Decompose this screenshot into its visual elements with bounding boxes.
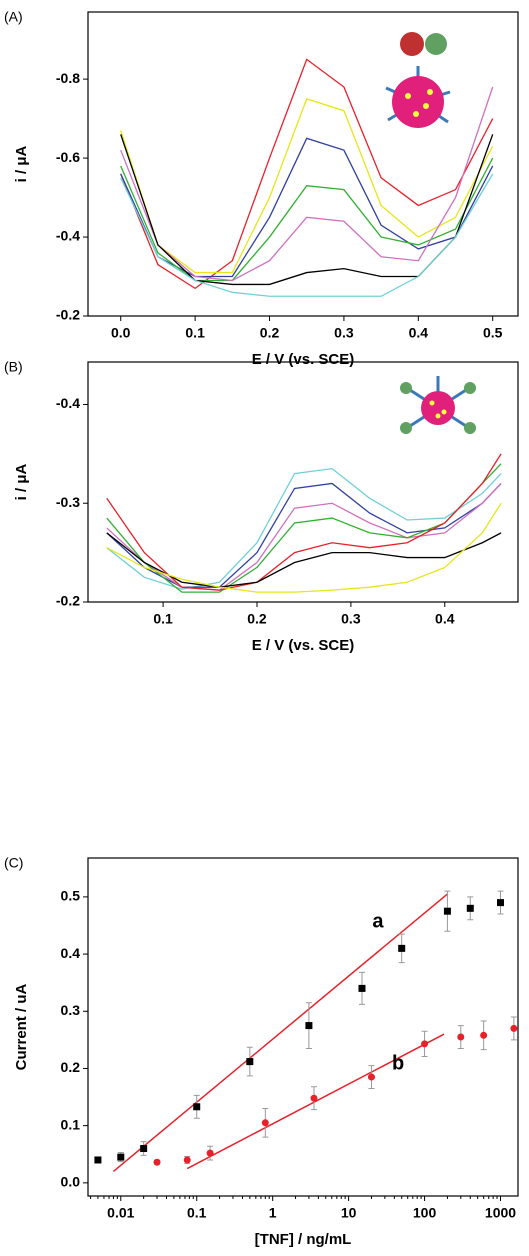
- x-tick-label: 0.1: [187, 1205, 207, 1221]
- panel: (C) [TNF] / ng/mL Current / uA 0.01 0.1 1 10 10…: [4, 855, 519, 1248]
- point: [398, 944, 406, 952]
- point: [457, 1033, 465, 1041]
- point: [496, 899, 504, 907]
- y-tick-label: 0.1: [61, 1116, 81, 1132]
- point: [510, 1024, 518, 1032]
- x-tick-label: 0.4: [435, 611, 455, 627]
- point: [480, 1031, 488, 1039]
- panel-label: (C): [4, 855, 23, 871]
- x-axis-title: [TNF] / ng/mL: [255, 1231, 352, 1248]
- curve: [106, 502, 502, 593]
- x-tick-label: 0.2: [247, 611, 267, 627]
- point: [117, 1153, 125, 1161]
- x-tick-label: 0.01: [107, 1205, 134, 1221]
- x-tick-label: 0.2: [260, 325, 280, 341]
- curve: [120, 134, 494, 286]
- x-tick-label: 10: [341, 1205, 357, 1221]
- y-tick-label: -0.4: [56, 228, 80, 244]
- y-tick-label: 0.5: [61, 888, 81, 904]
- y-tick-label: -0.2: [56, 593, 80, 609]
- curve: [106, 453, 502, 591]
- x-tick-label: 0.3: [341, 611, 361, 627]
- y-tick-label: 0.3: [61, 1002, 81, 1018]
- curve: [120, 137, 494, 278]
- series-label: b: [392, 1052, 404, 1074]
- y-tick-label: -0.2: [56, 307, 80, 323]
- series-label: a: [372, 910, 384, 932]
- x-tick-label: 0.5: [483, 325, 503, 341]
- point: [310, 1094, 318, 1102]
- point: [305, 1022, 313, 1030]
- y-tick-label: 0.0: [61, 1174, 81, 1190]
- point: [183, 1156, 191, 1164]
- curve: [120, 173, 494, 297]
- x-tick-label: 0.4: [409, 325, 429, 341]
- point: [153, 1158, 161, 1166]
- y-tick-label: -0.3: [56, 494, 80, 510]
- x-tick-label: 0.0: [111, 325, 131, 341]
- x-tick-label: 1000: [485, 1205, 516, 1221]
- panel-label: (A): [4, 9, 23, 25]
- point: [140, 1145, 148, 1153]
- plot-frame: [87, 857, 519, 1197]
- x-axis-title: E / V (vs. SCE): [252, 637, 355, 654]
- x-tick-label: 0.1: [185, 325, 205, 341]
- y-tick-label: 0.2: [61, 1059, 81, 1075]
- x-tick-label: 100: [413, 1205, 437, 1221]
- y-tick-label: 0.4: [61, 945, 81, 961]
- panel: (B) E / V (vs. SCE) i / μA 0.1 0.2 0.3 0.4 -0.2…: [4, 359, 519, 654]
- panel: (A) E / V (vs. SCE) i / μA 0.0 0.1 0.2 0.3 0.4 0…: [4, 9, 519, 368]
- point: [421, 1040, 429, 1048]
- point: [193, 1103, 201, 1111]
- y-tick-label: -0.6: [56, 149, 80, 165]
- point: [246, 1058, 254, 1066]
- point: [466, 904, 474, 912]
- fit-line: [186, 1033, 445, 1170]
- point: [94, 1156, 102, 1164]
- plot-frame: [87, 361, 519, 603]
- point: [443, 907, 451, 915]
- point: [358, 984, 366, 992]
- point: [367, 1073, 375, 1081]
- curve: [120, 58, 494, 290]
- inset-b: [400, 376, 476, 434]
- x-tick-label: 1: [269, 1205, 277, 1221]
- fit-line: [112, 893, 448, 1172]
- x-tick-label: 0.3: [334, 325, 354, 341]
- curve: [120, 86, 494, 282]
- y-tick-label: -0.4: [56, 395, 80, 411]
- curve: [120, 98, 494, 274]
- x-axis-title: E / V (vs. SCE): [252, 351, 355, 368]
- panel-label: (B): [4, 359, 23, 375]
- point: [206, 1149, 214, 1157]
- plot-frame: [87, 11, 519, 317]
- point: [261, 1119, 269, 1127]
- y-axis-title: i / μA: [13, 145, 30, 182]
- y-axis-title: Current / uA: [13, 984, 30, 1071]
- x-tick-label: 0.1: [153, 611, 173, 627]
- y-tick-label: -0.8: [56, 70, 80, 86]
- y-axis-title: i / μA: [13, 463, 30, 500]
- inset-a: [385, 32, 451, 128]
- curve: [106, 483, 502, 591]
- curve: [106, 482, 502, 588]
- curve: [106, 532, 502, 588]
